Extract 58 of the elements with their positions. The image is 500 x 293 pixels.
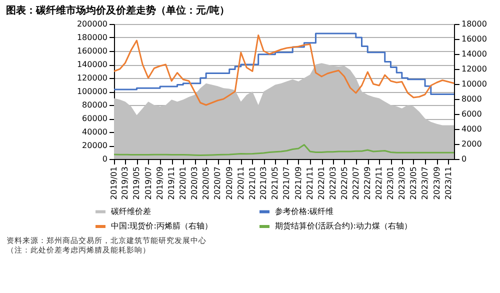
x-tick-label: 2020/11 (236, 166, 246, 200)
x-tick-label: 2019/01 (110, 166, 118, 200)
y-tick-label: 100000 (76, 87, 108, 96)
y2-tick-label: 18000 (462, 20, 487, 28)
x-tick-label: 2021/09 (294, 166, 303, 200)
x-tick-label: 2023/01 (386, 166, 396, 200)
x-tick-label: 2023/05 (408, 166, 418, 200)
legend-label: 参考价格:碳纤维 (275, 206, 334, 216)
x-tick-label: 2023/09 (432, 166, 442, 200)
y2-tick-label: 14000 (462, 50, 487, 58)
x-tick-label: 2022/11 (374, 166, 384, 200)
y-tick-label: 200000 (76, 20, 108, 28)
legend-label: 碳纤维价差 (110, 206, 151, 216)
y-tick-label: 40000 (82, 128, 108, 136)
y-tick-label: 160000 (76, 46, 108, 56)
y2-tick-label: 10000 (462, 80, 487, 88)
legend-label: 期货结算价(活跃合约):动力煤（右轴） (275, 222, 412, 230)
y2-tick-label: 4000 (462, 124, 482, 134)
y-tick-label: 180000 (76, 33, 108, 42)
x-tick-label: 2020/07 (213, 166, 222, 200)
y2-tick-label: 16000 (462, 34, 487, 44)
x-tick-label: 2020/05 (202, 166, 211, 200)
x-tick-label: 2022/09 (363, 166, 372, 200)
x-tick-label: 2023/07 (420, 166, 430, 200)
chart-title: 图表：碳纤维市场均价及价差走势（单位：元/吨） (6, 4, 230, 16)
x-tick-label: 2023/03 (397, 166, 406, 200)
x-tick-label: 2019/03 (120, 166, 130, 200)
x-tick-label: 2019/05 (132, 166, 142, 200)
x-tick-label: 2019/09 (156, 166, 165, 200)
y2-tick-label: 12000 (462, 64, 487, 74)
x-tick-label: 2021/07 (282, 166, 292, 200)
y-tick-label: 80000 (82, 100, 108, 110)
x-tick-label: 2022/03 (328, 166, 338, 200)
x-tick-label: 2021/05 (270, 166, 280, 200)
x-tick-label: 2020/01 (178, 166, 188, 200)
y2-tick-label: 0 (462, 154, 467, 164)
y-tick-label: 140000 (76, 60, 108, 69)
x-tick-label: 2019/11 (167, 166, 176, 200)
y2-tick-label: 8000 (462, 94, 482, 104)
x-tick-label: 2020/09 (224, 166, 234, 200)
y-tick-label: 20000 (82, 141, 108, 150)
x-tick-label: 2021/01 (248, 166, 257, 200)
x-tick-label: 2022/01 (317, 166, 326, 200)
x-tick-label: 2021/11 (306, 166, 315, 200)
x-tick-label: 2019/07 (144, 166, 153, 200)
x-tick-label: 2020/03 (190, 166, 199, 200)
x-tick-label: 2022/07 (351, 166, 360, 200)
y-tick-label: 0 (102, 154, 108, 164)
x-tick-label: 2023/11 (444, 166, 453, 200)
x-tick-label: 2022/05 (340, 166, 349, 200)
line-series (113, 144, 455, 156)
y-tick-label: 60000 (82, 114, 108, 123)
x-tick-label: 2021/03 (259, 166, 268, 200)
y2-tick-label: 6000 (462, 110, 482, 118)
legend-label: 中国:现货价:丙烯腈（右轴） (111, 222, 212, 230)
y2-tick-label: 2000 (462, 140, 482, 148)
line-series (113, 34, 455, 106)
y-tick-label: 120000 (76, 74, 108, 82)
